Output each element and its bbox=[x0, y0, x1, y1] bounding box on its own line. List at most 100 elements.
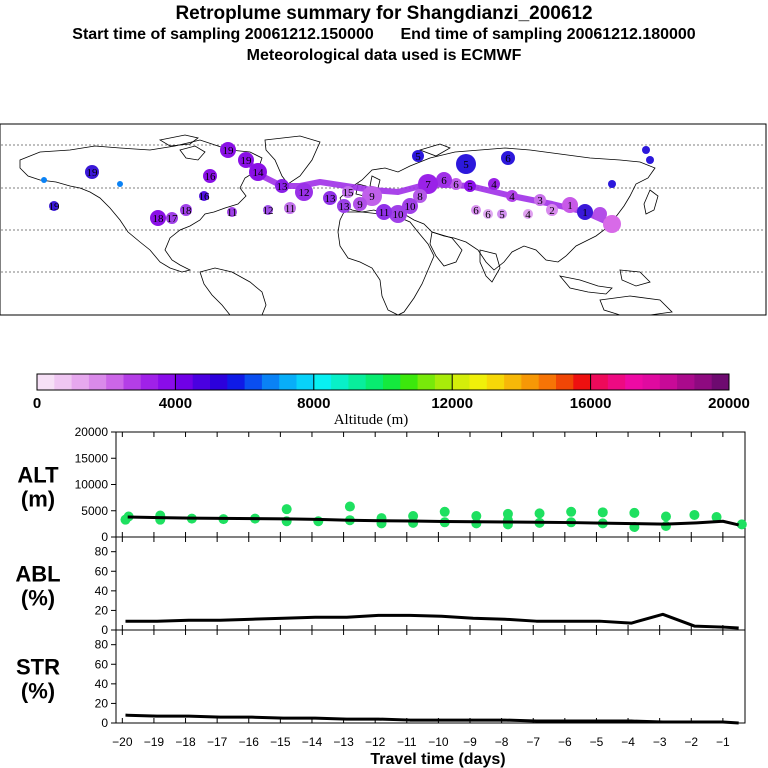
colorbar-swatch bbox=[54, 374, 72, 390]
panel-ylabel-name: ABL bbox=[15, 562, 60, 587]
sampling-time-subtitle: Start time of sampling 20061212.150000 E… bbox=[72, 26, 696, 43]
y-tick-label: 20 bbox=[95, 603, 109, 617]
colorbar-swatch bbox=[227, 374, 245, 390]
plume-blob bbox=[376, 204, 392, 220]
colorbar-swatch bbox=[711, 374, 730, 390]
colorbar-tick-label: 8000 bbox=[297, 395, 330, 412]
plume-day-label: 6 bbox=[441, 175, 447, 187]
plume-day-label: 4 bbox=[491, 179, 497, 191]
colorbar-swatch bbox=[365, 374, 384, 390]
world-map-panel: 1123444566566781010119913151312131112141… bbox=[0, 123, 767, 316]
colorbar-swatch bbox=[71, 374, 90, 390]
colorbar-swatch bbox=[88, 374, 107, 390]
plume-day-label: 1 bbox=[567, 200, 573, 212]
plume-day-label: 7 bbox=[425, 179, 431, 191]
alt-scatter-point bbox=[566, 506, 577, 517]
colorbar-swatch bbox=[573, 374, 591, 390]
colorbar-swatch bbox=[694, 374, 713, 390]
plume-blob bbox=[180, 204, 192, 216]
series-line-abl bbox=[125, 612, 739, 630]
coastlines bbox=[19, 134, 673, 316]
alt-scatter-point bbox=[344, 501, 355, 512]
plume-day-label: 11 bbox=[285, 203, 296, 215]
colorbar-swatch bbox=[607, 374, 626, 390]
plume-blob bbox=[642, 146, 650, 154]
plume-day-label: 5 bbox=[463, 159, 469, 171]
plume-blob bbox=[249, 163, 267, 181]
panel-ylabel-unit: (m) bbox=[21, 487, 55, 512]
plume-day-label: 18 bbox=[153, 213, 165, 225]
x-tick-label: −6 bbox=[558, 735, 572, 749]
plume-day-label: 6 bbox=[473, 205, 479, 217]
colorbar-swatch bbox=[590, 374, 609, 390]
plume-day-label: 19 bbox=[241, 155, 253, 167]
colorbar-swatch bbox=[244, 374, 263, 390]
plume-day-label: 6 bbox=[505, 153, 511, 165]
plume-day-label: 11 bbox=[379, 207, 390, 219]
colorbar-swatch bbox=[123, 374, 142, 390]
alt-scatter-point bbox=[711, 512, 722, 523]
y-tick-label: 20 bbox=[95, 696, 109, 710]
y-tick-label: 5000 bbox=[81, 504, 108, 518]
alt-scatter-point bbox=[408, 511, 419, 521]
colorbar-swatch bbox=[383, 374, 401, 390]
plume-blob bbox=[608, 180, 616, 188]
plume-blob bbox=[337, 199, 351, 213]
plume-blob bbox=[577, 204, 593, 220]
plume-blob bbox=[362, 186, 382, 206]
alt-scatter-point bbox=[534, 508, 545, 519]
plume-day-label: 10 bbox=[405, 201, 417, 213]
plume-blob bbox=[342, 186, 354, 198]
plume-blob bbox=[546, 204, 558, 216]
plume-blob bbox=[353, 197, 367, 211]
panel-alt: 0 5000 10000 15000 20000 ALT(m) bbox=[17, 425, 747, 544]
plume-blob bbox=[41, 177, 47, 183]
y-tick-label: 40 bbox=[95, 677, 109, 691]
plume-blob bbox=[418, 174, 438, 194]
plume-day-label: 6 bbox=[453, 179, 459, 191]
colorbar-swatch bbox=[106, 374, 124, 390]
plume-day-label: 6 bbox=[485, 209, 491, 221]
plume-blob bbox=[166, 212, 178, 224]
plume-blob bbox=[295, 183, 313, 201]
x-tick-label: −10 bbox=[428, 735, 449, 749]
plume-day-label: 19 bbox=[87, 167, 99, 179]
plume-blob bbox=[263, 205, 273, 215]
plume-day-label: 5 bbox=[499, 209, 505, 221]
plume-blob bbox=[523, 209, 533, 219]
colorbar-swatch bbox=[313, 374, 332, 390]
colorbar-swatch bbox=[158, 374, 176, 390]
plume-day-label: 18 bbox=[181, 205, 193, 217]
colorbar-tick-label: 12000 bbox=[431, 395, 473, 412]
y-tick-label: 20000 bbox=[75, 425, 109, 439]
plume-blob bbox=[497, 209, 507, 219]
panel-frame bbox=[115, 629, 746, 724]
plume-blob bbox=[456, 154, 476, 174]
x-tick-label: −15 bbox=[270, 735, 291, 749]
x-tick-label: −5 bbox=[590, 735, 604, 749]
meteorological-data-subtitle: Meteorological data used is ECMWF bbox=[246, 47, 522, 64]
x-tick-label: −18 bbox=[175, 735, 196, 749]
plume-track bbox=[41, 142, 654, 233]
alt-scatter-point bbox=[502, 508, 513, 519]
panel-str: 0 20 40 60 80 STR(%) bbox=[16, 629, 746, 730]
colorbar-swatch bbox=[279, 374, 297, 390]
x-tick-label: −9 bbox=[463, 735, 477, 749]
colorbar-swatch bbox=[659, 374, 678, 390]
colorbar-swatch bbox=[192, 374, 211, 390]
alt-scatter-point bbox=[313, 516, 324, 527]
y-tick-label: 10000 bbox=[75, 478, 109, 492]
series-line-alt bbox=[127, 515, 740, 527]
plume-day-labels: 1123444566566781010119913151312131112141… bbox=[49, 145, 588, 225]
plume-blob bbox=[562, 197, 578, 213]
plume-day-label: 9 bbox=[357, 199, 363, 211]
plume-blob bbox=[323, 191, 337, 205]
colorbar-tick-label: 20000 bbox=[708, 395, 750, 412]
plume-day-label: 15 bbox=[343, 187, 355, 199]
colorbar-swatch bbox=[417, 374, 436, 390]
plume-day-label: 13 bbox=[277, 181, 289, 193]
colorbar-swatch bbox=[400, 374, 418, 390]
colorbar-swatch bbox=[452, 374, 470, 390]
plume-day-label: 11 bbox=[227, 207, 238, 219]
